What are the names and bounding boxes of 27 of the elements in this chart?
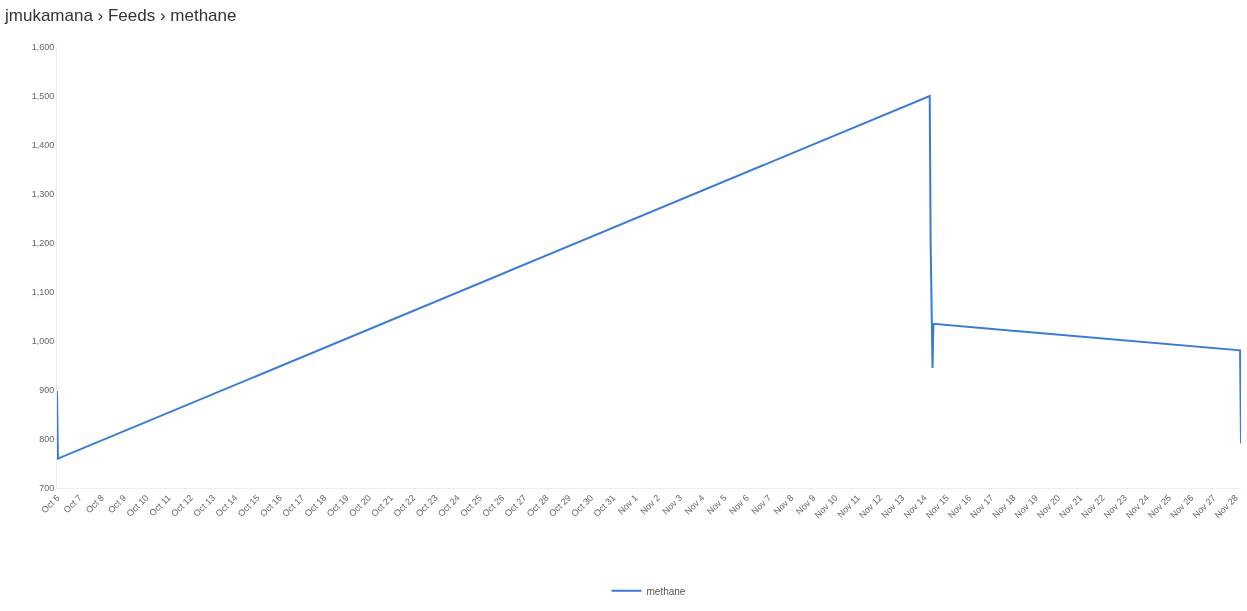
x-tick-label: Nov 2 — [638, 492, 662, 517]
x-tick-label: Oct 16 — [258, 492, 284, 519]
x-tick-label: Nov 1 — [616, 492, 640, 517]
x-tick-label: Oct 11 — [147, 492, 173, 519]
y-tick-label: 1,300 — [31, 189, 55, 200]
x-tick-label: Nov 3 — [660, 492, 685, 517]
x-tick-label: Oct 7 — [61, 492, 84, 516]
chart-title: jmukamana › Feeds › methane — [3, 6, 237, 26]
x-tick-label: Oct 24 — [436, 492, 462, 519]
y-tick-label: 700 — [39, 483, 55, 494]
x-tick-label: Oct 8 — [83, 492, 107, 516]
x-tick-label: Oct 20 — [347, 492, 373, 519]
legend-label: methane — [646, 585, 686, 597]
y-tick-label: 1,100 — [31, 287, 55, 298]
y-tick-label: 800 — [39, 434, 55, 445]
y-tick-label: 1,500 — [31, 91, 55, 102]
y-tick-label: 1,000 — [31, 336, 55, 347]
x-tick-label: Nov 4 — [682, 492, 707, 517]
y-tick-label: 1,200 — [31, 238, 55, 249]
y-tick-label: 1,600 — [31, 42, 55, 53]
y-tick-label: 900 — [39, 385, 55, 396]
y-tick-label: 1,400 — [31, 140, 55, 151]
x-tick-label: Oct 6 — [39, 492, 62, 516]
x-tick-label: Nov 6 — [727, 492, 751, 517]
x-tick-label: Nov 8 — [771, 492, 796, 517]
x-tick-label: Nov 7 — [749, 492, 774, 517]
x-tick-label: Nov 5 — [704, 492, 729, 517]
